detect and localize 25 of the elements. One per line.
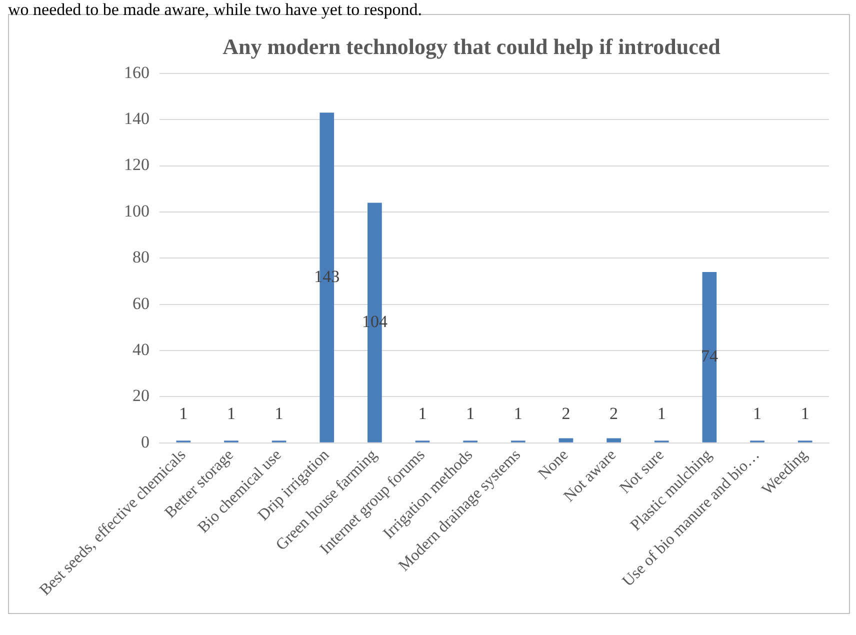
data-label: 2 bbox=[610, 404, 618, 423]
y-tick-label: 100 bbox=[124, 201, 150, 220]
data-label: 1 bbox=[179, 404, 188, 423]
chart-title: Any modern technology that could help if introduced bbox=[222, 34, 720, 59]
data-label: 1 bbox=[657, 404, 666, 423]
data-label: 1 bbox=[226, 404, 236, 423]
data-label: 1 bbox=[753, 404, 762, 423]
text: wo needed to be made aware, while two have yet to respond. bbox=[8, 0, 423, 19]
data-label: 1 bbox=[274, 404, 284, 423]
y-tick-label: 140 bbox=[124, 109, 150, 128]
bar bbox=[606, 438, 621, 442]
y-tick-label: 120 bbox=[124, 155, 150, 174]
data-label: 1 bbox=[514, 404, 522, 423]
data-label: 1 bbox=[800, 404, 810, 423]
bar bbox=[558, 438, 574, 442]
data-label: 1 bbox=[418, 404, 427, 423]
y-tick-label: 160 bbox=[124, 62, 150, 82]
y-tick-label: 60 bbox=[132, 294, 150, 313]
bar bbox=[702, 272, 717, 442]
y-tick-label: 20 bbox=[132, 386, 150, 406]
y-tick-label: 80 bbox=[132, 248, 150, 267]
data-label: 1 bbox=[466, 404, 475, 423]
y-tick-label: 40 bbox=[132, 340, 150, 359]
data-label: 2 bbox=[562, 404, 570, 423]
y-tick-label: 0 bbox=[141, 432, 150, 452]
